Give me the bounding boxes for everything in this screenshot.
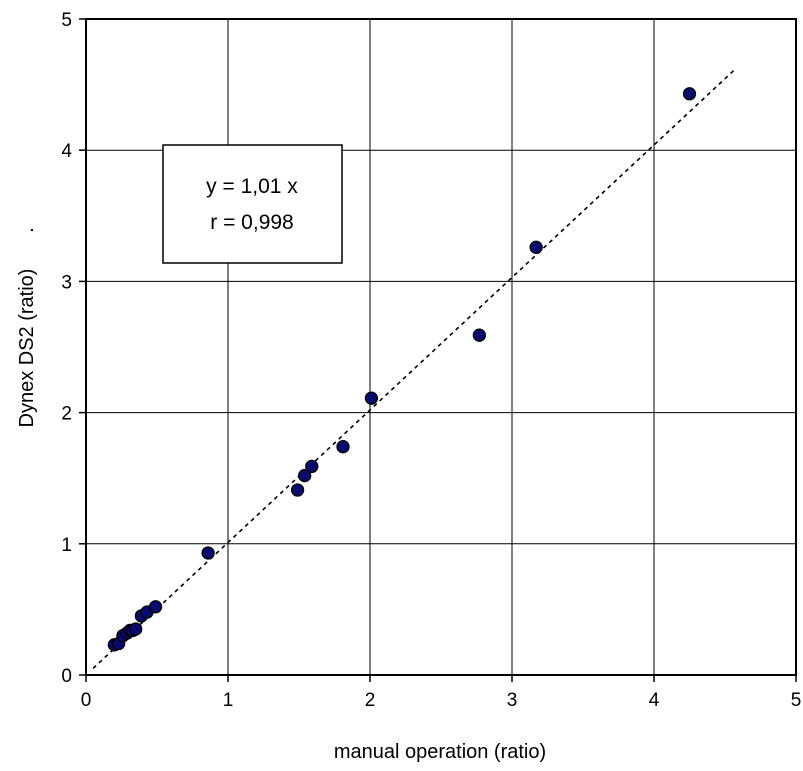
data-point: [129, 622, 143, 636]
y-tick-label: 4: [61, 141, 72, 162]
data-point: [682, 87, 697, 101]
x-tick-labels: 0 1 2 3 4 5: [81, 690, 802, 711]
x-tick-label: 0: [81, 690, 92, 711]
y-tick-labels: 0 1 2 3 4 5: [61, 10, 72, 687]
data-point: [364, 391, 379, 405]
equation-box-frame: [162, 144, 343, 264]
data-point: [148, 600, 163, 614]
x-tick-label: 4: [649, 690, 660, 711]
data-point: [529, 240, 543, 254]
x-tick-label: 3: [507, 690, 518, 711]
data-point: [201, 546, 215, 560]
data-points: [107, 87, 697, 652]
y-tick-label: 5: [61, 10, 72, 31]
plot-area-frame: [85, 18, 797, 676]
data-point: [290, 483, 305, 497]
correlation-text: r = 0,998: [210, 211, 293, 234]
data-point: [305, 459, 319, 474]
y-tick-label: 1: [61, 535, 72, 556]
x-tick-label: 2: [365, 690, 376, 711]
y-tick-label: 2: [61, 404, 72, 425]
axis-ticks: [79, 18, 797, 682]
x-axis-label: manual operation (ratio): [334, 741, 546, 763]
data-point: [298, 468, 312, 483]
y-axis-label: Dynex DS2 (ratio): [16, 269, 38, 428]
equation-text: y = 1,01 x: [206, 175, 298, 198]
x-tick-label: 1: [223, 690, 234, 711]
y-tick-label: 0: [61, 666, 72, 687]
y-axis-label-suffix: .: [16, 227, 38, 233]
y-tick-label: 3: [61, 272, 72, 293]
trendline: [92, 68, 736, 669]
equation-box: y = 1,01 x r = 0,998: [162, 144, 343, 264]
data-point: [472, 328, 486, 342]
gridlines: [86, 19, 796, 675]
x-tick-label: 5: [791, 690, 802, 711]
data-point: [336, 440, 350, 454]
